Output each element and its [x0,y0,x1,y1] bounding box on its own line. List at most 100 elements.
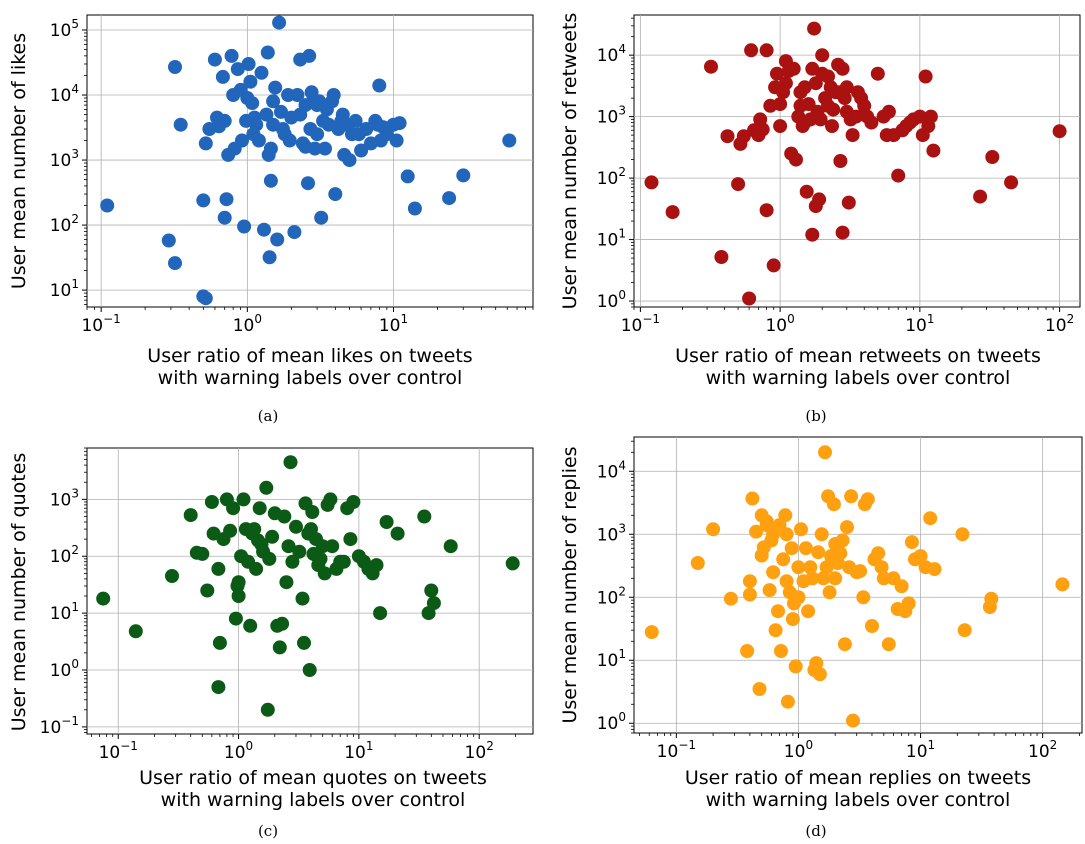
x-tick-label: 101 [906,738,935,762]
data-point [302,663,317,677]
x-axis-label-line2: with warning labels over control [158,367,463,389]
data-point [755,122,770,137]
x-tick-label: 101 [379,312,408,336]
data-point [100,198,115,213]
y-tick-label: 103 [597,521,626,545]
data-point [644,175,659,190]
data-point [254,65,269,80]
data-point [811,545,826,560]
data-point [857,98,872,113]
x-tick-label: 100 [765,312,794,336]
data-point [826,497,841,512]
y-tick-label: 103 [50,486,79,510]
data-point [720,129,735,144]
data-point [835,61,850,76]
data-point [96,591,111,606]
data-point [168,60,182,74]
y-tick-label: 102 [50,543,79,567]
data-point [835,533,850,548]
data-point [794,522,808,537]
data-point [825,119,839,134]
data-point [1052,124,1067,139]
data-point [390,526,405,541]
plot-frame [86,14,534,308]
x-axis-label-line2: with warning labels over control [161,789,466,811]
data-point [973,189,988,204]
data-point [198,136,213,151]
data-point [779,527,794,542]
data-point [759,43,774,58]
data-point [424,583,439,598]
data-point [317,566,332,581]
plot-frame [633,436,1083,734]
x-ticks: 10−1 100 101 [81,307,534,336]
data-point [803,560,818,575]
data-point [217,113,232,128]
x-tick-label: 100 [784,738,813,762]
data-point [310,127,325,142]
gridlines [634,437,1082,733]
x-axis-label-line2: with warning labels over control [706,789,1011,811]
y-tick-label: 102 [597,584,626,608]
data-point [260,45,275,60]
data-point [773,119,788,134]
data-point [749,524,764,539]
data-point [913,549,928,564]
data-point [505,556,520,571]
data-point [784,541,799,556]
data-point [198,291,213,306]
data-point [706,522,721,537]
data-point [443,539,458,554]
data-point [272,15,287,30]
data-point [168,256,182,271]
data-point [926,143,941,158]
y-tick-label: 10−1 [40,714,79,738]
data-point [173,117,188,132]
x-tick-label: 102 [1045,312,1074,336]
y-axis-label: User mean number of quotes [8,453,30,732]
data-point [211,680,226,695]
data-point [881,637,896,652]
x-tick-label: 101 [344,739,373,763]
data-point [281,539,296,554]
data-point [183,508,198,523]
data-point [204,495,219,509]
data-point [801,604,816,619]
data-point [690,556,705,570]
data-point [251,133,266,148]
data-point [984,591,999,606]
data-point [881,104,896,119]
x-tick-label: 10−1 [621,312,660,336]
data-point [856,590,871,605]
data-point [1055,577,1070,592]
data-point [342,153,357,168]
data-point [818,445,832,460]
data-point [373,606,388,621]
data-point [230,62,245,77]
y-tick-label: 100 [50,657,79,681]
data-point [864,115,879,130]
y-tick-label: 101 [597,647,626,671]
data-point [301,176,315,191]
x-axis-label-line1: User ratio of mean likes on tweets [147,345,472,367]
data-point [257,222,271,237]
data-point [274,104,288,119]
data-point [918,69,933,84]
data-point [165,569,179,583]
x-ticks: 10−1 100 101 102 [639,733,1080,762]
data-point [207,52,222,67]
x-ticks: 10−1 100 101 102 [621,307,1074,336]
data-point [215,69,230,84]
data-point [860,492,875,507]
x-tick-label: 10−1 [99,739,138,763]
data-point [644,625,659,640]
subplot-caption: (d) [805,822,826,840]
data-point [379,515,394,529]
data-point [779,574,794,589]
data-point [809,656,824,671]
data-point [771,604,785,619]
y-tick-label: 103 [50,147,79,171]
data-point [275,616,290,631]
data-point [773,97,788,112]
data-point [786,61,801,76]
